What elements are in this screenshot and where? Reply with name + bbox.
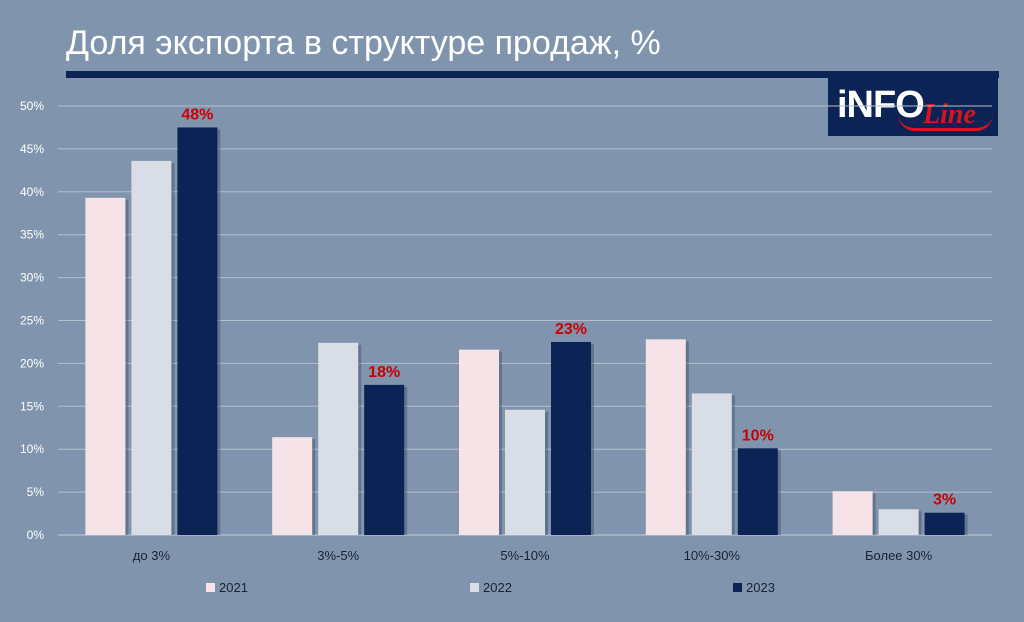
logo-swoosh-icon [898,114,993,131]
data-label: 48% [181,106,213,123]
y-tick-label: 40% [20,185,44,199]
y-tick-label: 15% [20,399,44,413]
bar-2021 [645,339,686,535]
x-tick-label: 3%-5% [317,548,359,563]
bar-2021 [832,491,873,535]
bar-2023 [551,341,591,535]
y-tick-label: 50% [20,99,44,113]
legend-item-2021: 2021 [206,580,248,595]
data-label: 10% [742,427,774,444]
y-tick-label: 10% [20,442,44,456]
bar-2022 [878,509,919,535]
bar-2023 [924,512,965,535]
x-tick-label: Более 30% [865,548,933,563]
x-tick-label: 5%-10% [500,548,550,563]
legend-item-2022: 2022 [470,580,512,595]
bar-2023 [364,384,405,535]
y-tick-label: 0% [27,528,45,542]
legend-label-2022: 2022 [483,580,512,595]
legend-swatch-2022 [470,583,479,592]
bar-2021 [459,349,499,535]
bar-2023 [737,448,778,535]
bar-2023 [177,127,218,535]
bar-2022 [318,342,359,535]
bar-2022 [131,160,172,536]
bar-2022 [505,409,545,535]
logo-text-line: Line [923,99,976,130]
data-label: 18% [368,364,400,381]
x-tick-label: до 3% [133,548,171,563]
x-tick-label: 10%-30% [684,548,741,563]
title-underline [66,71,999,78]
y-tick-label: 5% [27,485,45,499]
data-label: 23% [555,321,587,338]
data-label: 3% [933,492,956,509]
y-tick-label: 25% [20,314,44,328]
legend-swatch-2021 [206,583,215,592]
bar-2021 [272,437,313,535]
y-tick-label: 45% [20,142,44,156]
bar-2022 [691,393,732,535]
legend-label-2023: 2023 [746,580,775,595]
y-tick-label: 35% [20,228,44,242]
legend-item-2023: 2023 [733,580,775,595]
page-title: Доля экспорта в структуре продаж, % [66,24,661,62]
y-tick-label: 30% [20,271,44,285]
bar-2021 [85,197,126,535]
legend-swatch-2023 [733,583,742,592]
y-tick-label: 20% [20,356,44,370]
legend-label-2021: 2021 [219,580,248,595]
